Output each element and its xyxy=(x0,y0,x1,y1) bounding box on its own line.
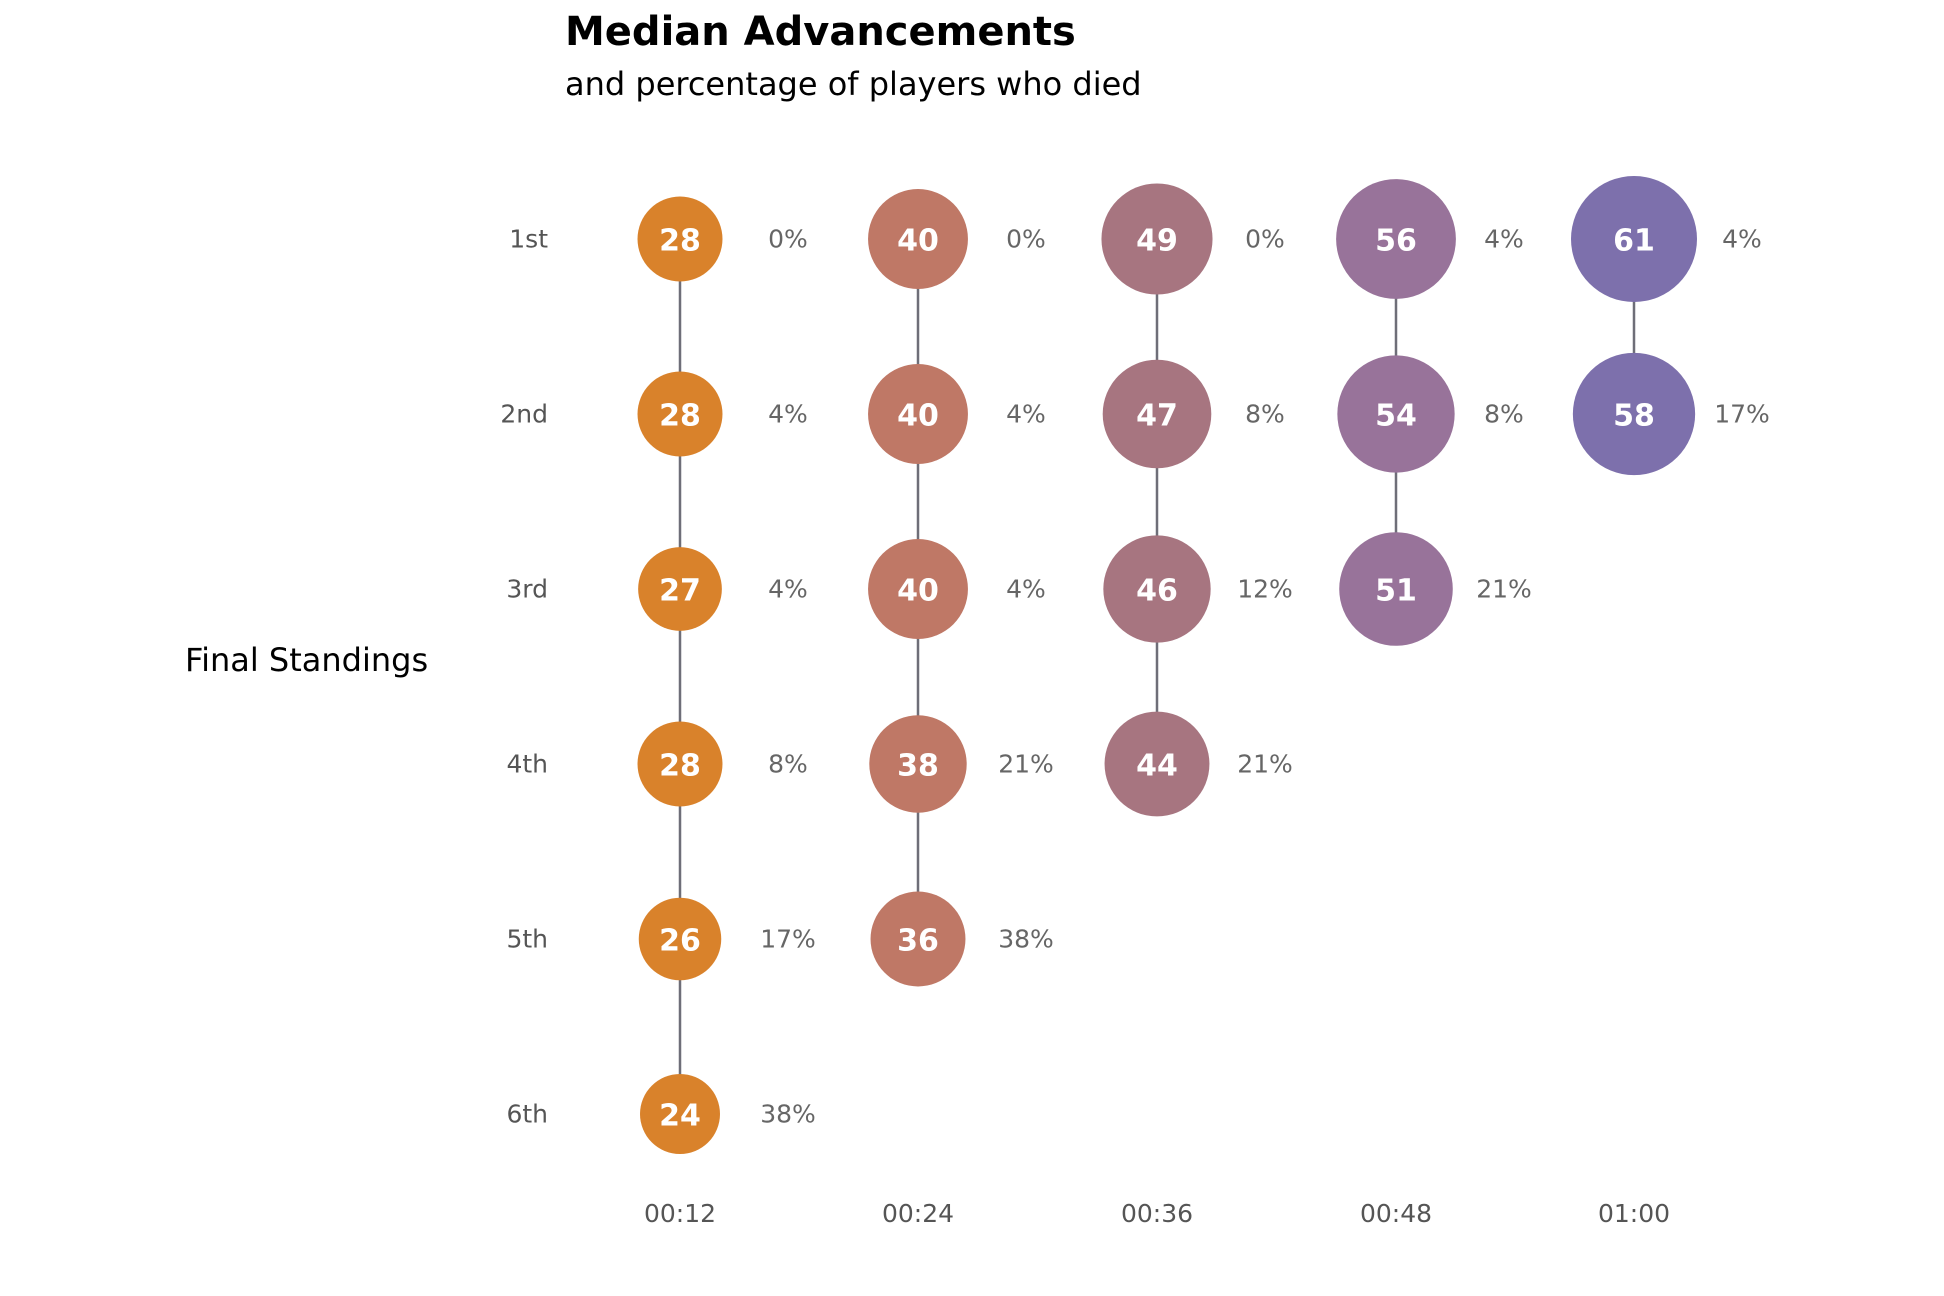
bubble-01-00-1st xyxy=(1571,176,1697,302)
died-pct-label: 0% xyxy=(1006,225,1046,254)
time-label-00-12: 00:12 xyxy=(644,1199,716,1228)
bubble-00-48-1st xyxy=(1336,179,1456,299)
died-pct-label: 8% xyxy=(768,750,808,779)
rank-label-5th: 5th xyxy=(506,925,548,954)
died-pct-label: 12% xyxy=(1237,575,1293,604)
bubble-value-label: 28 xyxy=(659,399,701,434)
rank-labels: 1st 2nd 3rd 4th 5th 6th xyxy=(500,225,548,1129)
bubble-value-label: 61 xyxy=(1613,224,1655,259)
died-pct-label: 0% xyxy=(1245,225,1285,254)
bubble-value-label: 24 xyxy=(659,1099,701,1134)
bubble-value-label: 44 xyxy=(1136,749,1178,784)
died-pct-label: 4% xyxy=(1484,225,1524,254)
rank-label-3rd: 3rd xyxy=(506,575,548,604)
time-label-00-24: 00:24 xyxy=(882,1199,954,1228)
died-pct-label: 21% xyxy=(1476,575,1532,604)
bubble-value-label: 40 xyxy=(897,399,939,434)
bubble-value-label: 46 xyxy=(1136,574,1178,609)
time-labels: 00:12 00:24 00:36 00:48 01:00 xyxy=(644,1199,1670,1228)
bubble-00-48-2nd xyxy=(1337,355,1455,473)
bubble-00-36-4th xyxy=(1104,711,1210,817)
rank-label-1st: 1st xyxy=(509,225,548,254)
time-label-00-48: 00:48 xyxy=(1360,1199,1432,1228)
bubble-00-24-5th xyxy=(870,891,966,987)
died-pct-label: 8% xyxy=(1484,400,1524,429)
died-pct-label: 38% xyxy=(760,1100,816,1129)
bubble-00-12-2nd xyxy=(637,371,723,457)
bubble-value-label: 51 xyxy=(1375,574,1417,609)
bubble-value-label: 40 xyxy=(897,224,939,259)
rank-label-4th: 4th xyxy=(506,750,548,779)
time-label-00-36: 00:36 xyxy=(1121,1199,1193,1228)
bubble-00-12-5th xyxy=(638,897,722,981)
bubble-00-12-6th xyxy=(640,1074,720,1154)
y-axis-label: Final Standings xyxy=(185,641,428,679)
bubble-value-label: 26 xyxy=(659,924,701,959)
died-pct-label: 38% xyxy=(998,925,1054,954)
bubble-00-48-3rd xyxy=(1339,532,1453,646)
bubble-value-label: 56 xyxy=(1375,224,1417,259)
bubble-00-24-3rd xyxy=(868,539,968,639)
bubble-00-12-1st xyxy=(637,196,723,282)
rank-label-2nd: 2nd xyxy=(500,400,548,429)
bubble-00-12-4th xyxy=(637,721,723,807)
died-pct-label: 17% xyxy=(760,925,816,954)
died-pct-label: 0% xyxy=(768,225,808,254)
died-pct-label: 4% xyxy=(1006,575,1046,604)
chart-subtitle: and percentage of players who died xyxy=(565,65,1142,103)
bubble-00-12-3rd xyxy=(638,547,722,631)
bubble-layer: 28 0% 28 4% 27 4% 28 8% 26 17% 24 38% 40 0% 40 4% 40 4% 38… xyxy=(637,176,1770,1154)
bubble-value-label: 28 xyxy=(659,224,701,259)
rank-label-6th: 6th xyxy=(506,1100,548,1129)
bubble-value-label: 47 xyxy=(1136,399,1178,434)
bubble-value-label: 27 xyxy=(659,574,701,609)
died-pct-label: 4% xyxy=(768,575,808,604)
bubble-value-label: 36 xyxy=(897,924,939,959)
died-pct-label: 4% xyxy=(1006,400,1046,429)
bubble-00-36-3rd xyxy=(1103,535,1211,643)
bubble-value-label: 58 xyxy=(1613,399,1655,434)
bubble-00-24-4th xyxy=(869,715,967,813)
died-pct-label: 21% xyxy=(998,750,1054,779)
died-pct-label: 17% xyxy=(1714,400,1770,429)
chart-title: Median Advancements xyxy=(565,9,1076,55)
died-pct-label: 4% xyxy=(768,400,808,429)
time-label-01-00: 01:00 xyxy=(1598,1199,1670,1228)
died-pct-label: 8% xyxy=(1245,400,1285,429)
died-pct-label: 21% xyxy=(1237,750,1293,779)
bubble-01-00-2nd xyxy=(1572,352,1696,476)
bubble-00-36-2nd xyxy=(1102,359,1212,469)
bubble-value-label: 54 xyxy=(1375,399,1417,434)
died-pct-label: 4% xyxy=(1722,225,1762,254)
bubble-00-36-1st xyxy=(1101,183,1213,295)
bubble-value-label: 40 xyxy=(897,574,939,609)
bubble-00-24-1st xyxy=(868,189,968,289)
bubble-00-24-2nd xyxy=(868,364,968,464)
bubble-value-label: 49 xyxy=(1136,224,1178,259)
bubble-value-label: 38 xyxy=(897,749,939,784)
bubble-value-label: 28 xyxy=(659,749,701,784)
